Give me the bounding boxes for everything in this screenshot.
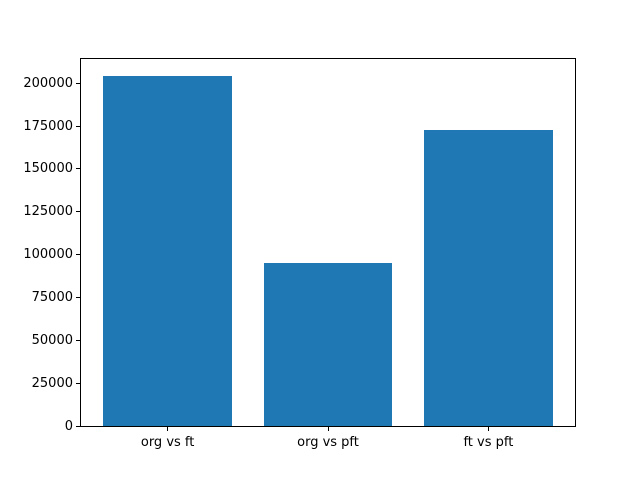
plot-area [80,58,576,427]
y-tick-mark [76,254,80,256]
x-tick-label: org vs pft [297,435,359,450]
y-tick-label: 25000 [31,375,73,391]
y-tick-mark [76,425,80,427]
y-tick-mark [76,211,80,213]
y-tick-mark [76,125,80,127]
y-tick-label: 200000 [23,75,73,91]
y-tick-mark [76,168,80,170]
y-tick-mark [76,296,80,298]
y-tick-mark [76,339,80,341]
x-tick-label: ft vs pft [463,435,514,450]
y-tick-label: 50000 [31,332,73,348]
x-tick-mark [487,427,489,431]
x-tick-mark [327,427,329,431]
y-tick-mark [76,82,80,84]
y-tick-label: 100000 [23,247,73,263]
bar-org-vs-pft [263,263,393,426]
bar-org-vs-ft [103,76,232,426]
y-tick-label: 0 [64,418,73,434]
x-tick-mark [167,427,169,431]
y-tick-label: 75000 [31,289,73,305]
bar-ft-vs-pft [424,129,553,426]
y-tick-mark [76,382,80,384]
y-tick-label: 175000 [23,118,73,134]
x-tick-label: org vs ft [140,435,195,450]
y-tick-label: 125000 [23,204,73,220]
y-tick-label: 150000 [23,161,73,177]
